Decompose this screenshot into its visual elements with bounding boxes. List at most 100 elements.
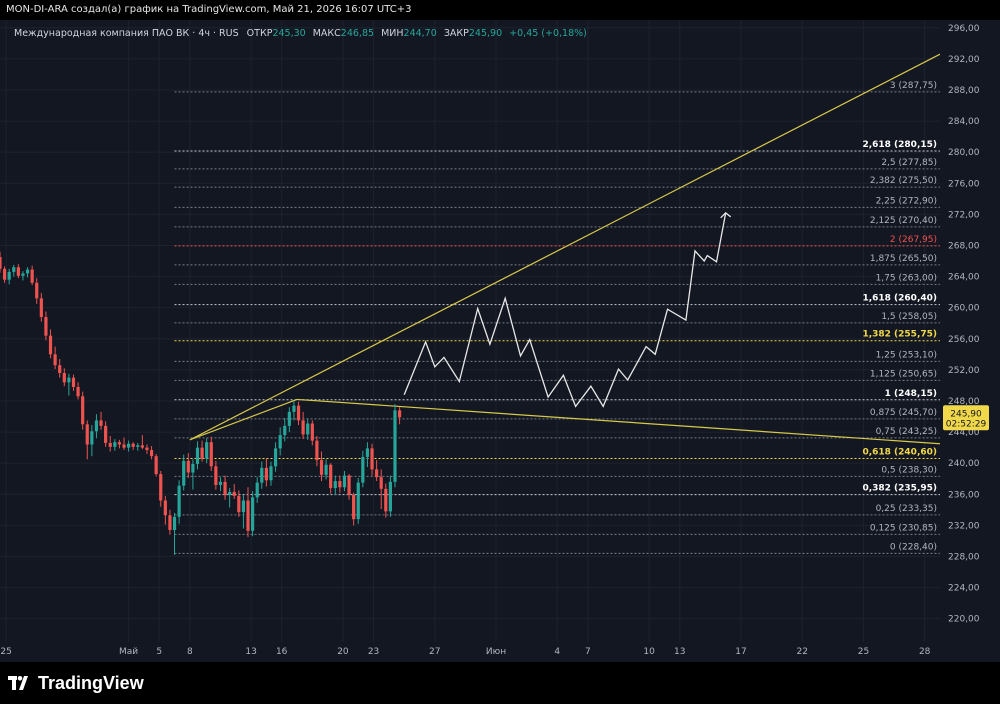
candle-body	[228, 491, 232, 496]
candle-body	[76, 386, 80, 397]
candle-body	[140, 445, 144, 448]
fib-level-label: 0,25 (233,35)	[876, 504, 937, 514]
candle	[310, 420, 314, 446]
candle	[306, 418, 310, 440]
candle	[365, 442, 370, 468]
candle-body	[301, 420, 305, 435]
candle-body	[163, 500, 167, 516]
candle	[39, 292, 43, 322]
trendlines[interactable]	[189, 53, 941, 445]
tradingview-logo[interactable]: TradingView	[8, 672, 144, 694]
candle-body	[44, 317, 48, 336]
candle-body	[352, 495, 356, 520]
time-tick-label: 7	[585, 647, 591, 657]
time-tick-label: 5	[156, 647, 162, 657]
trendline-upper	[189, 53, 941, 441]
candle-body	[85, 424, 89, 445]
candle	[163, 495, 167, 525]
candle-body	[237, 495, 241, 513]
legend-open-value: 245,30	[272, 28, 305, 39]
candle	[338, 475, 342, 493]
current-price-countdown: 02:52:29	[946, 419, 987, 429]
current-price-value: 245,90	[950, 409, 982, 419]
legend-change: +0,45 (+0,18%)	[509, 28, 587, 39]
candle-body	[278, 435, 282, 449]
price-axis[interactable]: 220,00 224,00 228,00 232,00 236,00 240,00 244,…	[940, 20, 1000, 662]
candle	[35, 278, 39, 304]
price-tick-label: 244,00	[948, 428, 980, 438]
footer: TradingView	[0, 662, 1000, 704]
candle-body	[21, 273, 25, 276]
current-price-tag-box	[943, 405, 989, 431]
candle-body	[145, 447, 149, 450]
candle-body	[2, 268, 7, 280]
candle	[131, 442, 135, 450]
candle-body	[347, 475, 351, 496]
candle	[269, 461, 273, 486]
candle	[149, 446, 154, 460]
candle-body	[260, 467, 264, 483]
candle	[205, 438, 209, 464]
candle	[30, 265, 34, 286]
candle-body	[338, 481, 342, 488]
candle-body	[296, 405, 301, 421]
candle-body	[319, 460, 324, 475]
candle	[315, 435, 319, 467]
candle-body	[182, 460, 186, 486]
price-tick-label: 240,00	[948, 459, 980, 469]
candle-body	[361, 456, 365, 483]
candle	[182, 454, 186, 491]
time-tick-label: 13	[674, 647, 685, 657]
candle	[108, 435, 112, 452]
candle	[361, 450, 365, 488]
tradingview-logo-text: TradingView	[38, 672, 144, 693]
legend-symbol: Международная компания ПАО ВК · 4ч · RUS	[14, 28, 239, 39]
candle-body	[195, 447, 200, 464]
fib-level-label: 0,618 (240,60)	[862, 448, 937, 458]
candle	[12, 264, 16, 277]
candle	[246, 487, 250, 538]
candle-body	[324, 464, 328, 475]
time-tick-label: 16	[276, 647, 288, 657]
candle	[67, 373, 71, 396]
candle-body	[365, 448, 370, 457]
time-axis[interactable]: 25 Май 5 8 13 16 20 23 27 Июн 4 7 10 13 17 22 25 28	[0, 642, 1000, 662]
trendline-falling	[296, 398, 941, 445]
fib-level-label: 0 (228,40)	[890, 542, 937, 552]
price-axis-background	[940, 20, 1000, 662]
candle	[260, 461, 264, 489]
fib-level-label: 1,125 (250,65)	[870, 369, 937, 379]
fib-level-label: 0,382 (235,95)	[862, 484, 937, 494]
candle	[223, 475, 227, 500]
candle-body	[94, 420, 99, 432]
time-tick-label: 25	[858, 647, 869, 657]
projection-path[interactable]	[403, 211, 732, 408]
candle-body	[48, 335, 53, 355]
legend-high-label: МАКС	[313, 28, 341, 39]
candle-body	[329, 464, 333, 489]
candle	[154, 453, 158, 477]
fib-level-label: 2 (267,95)	[890, 235, 937, 245]
candle-body	[379, 477, 383, 489]
candle-body	[168, 515, 172, 531]
fib-level-label: 1,5 (258,05)	[881, 312, 937, 322]
price-tick-label: 220,00	[948, 615, 980, 625]
candle	[287, 407, 291, 433]
fibonacci-extension[interactable]: 0 (228,40) 0,125 (230,85) 0,25 (233,35) 0,3…	[174, 81, 940, 554]
candle	[375, 460, 379, 482]
tradingview-logo-icon	[8, 676, 28, 690]
time-tick-label: Май	[119, 647, 138, 657]
candle-body	[255, 482, 259, 498]
fib-level-label: 1,25 (253,10)	[876, 350, 937, 360]
candle-body	[7, 271, 11, 280]
candle	[214, 460, 218, 490]
candle-body	[25, 269, 30, 274]
candle-body	[310, 423, 314, 441]
candle-body	[131, 443, 135, 447]
candle	[53, 346, 57, 370]
projection-arrowhead	[720, 211, 732, 219]
price-tick-label: 224,00	[948, 584, 980, 594]
fib-level-label: 1 (248,15)	[885, 389, 937, 399]
price-chart[interactable]: 0 (228,40) 0,125 (230,85) 0,25 (233,35) 0,3…	[0, 20, 1000, 662]
candle	[168, 509, 172, 535]
